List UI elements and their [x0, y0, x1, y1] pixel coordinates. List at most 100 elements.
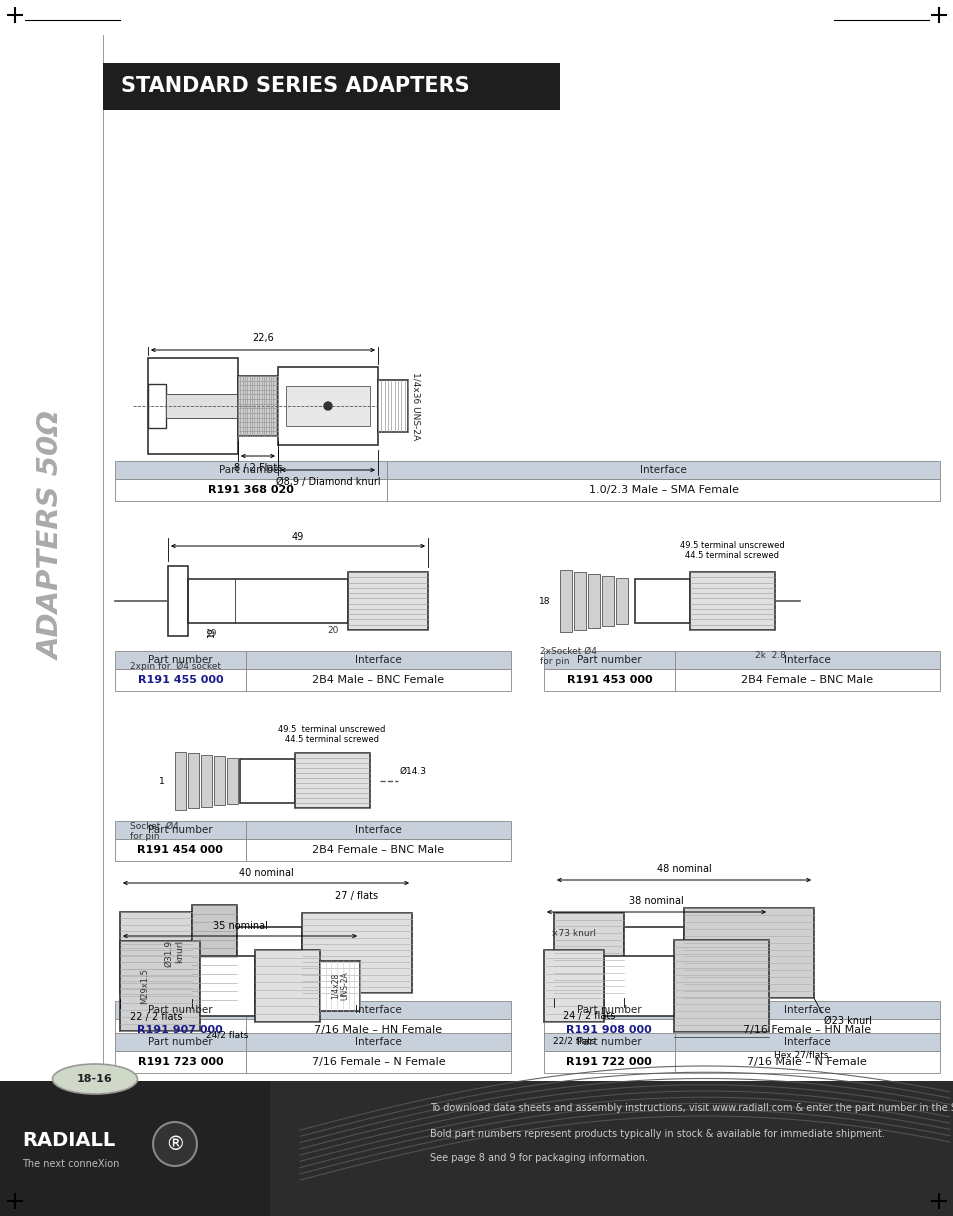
- Bar: [587, 574, 599, 627]
- Bar: [120, 941, 200, 1031]
- Bar: [246, 669, 511, 691]
- Bar: [168, 565, 188, 636]
- Bar: [148, 384, 166, 428]
- Bar: [623, 927, 683, 979]
- Text: R191 453 000: R191 453 000: [566, 675, 652, 685]
- Text: 24/2 flats: 24/2 flats: [206, 1031, 249, 1040]
- Bar: [115, 1051, 246, 1073]
- Bar: [387, 479, 939, 501]
- Text: 18-16: 18-16: [77, 1074, 112, 1083]
- Bar: [246, 821, 511, 839]
- Bar: [246, 839, 511, 861]
- Bar: [348, 572, 428, 630]
- Text: 2xSocket Ø4
for pin: 2xSocket Ø4 for pin: [540, 647, 597, 666]
- Circle shape: [324, 402, 332, 410]
- Bar: [115, 669, 246, 691]
- Text: Part number: Part number: [148, 1037, 213, 1047]
- Bar: [674, 1051, 939, 1073]
- Bar: [115, 479, 387, 501]
- Bar: [148, 358, 237, 454]
- Text: Part number: Part number: [148, 824, 213, 835]
- Text: Interface: Interface: [783, 1037, 830, 1047]
- Text: Interface: Interface: [783, 1004, 830, 1015]
- Bar: [674, 1019, 939, 1041]
- Polygon shape: [0, 1081, 270, 1216]
- Bar: [543, 1051, 674, 1073]
- Bar: [601, 576, 614, 626]
- Text: 7/16 Female – HN Male: 7/16 Female – HN Male: [742, 1025, 870, 1035]
- Bar: [277, 367, 377, 445]
- Text: 48 nominal: 48 nominal: [656, 865, 711, 874]
- Text: 49.5 terminal unscrewed: 49.5 terminal unscrewed: [679, 541, 784, 550]
- Text: 7/16 Male – N Female: 7/16 Male – N Female: [747, 1057, 866, 1066]
- Bar: [559, 570, 572, 632]
- Bar: [319, 961, 359, 1010]
- Text: 38 nominal: 38 nominal: [628, 896, 683, 906]
- Bar: [236, 927, 302, 979]
- Text: Part number: Part number: [577, 1004, 641, 1015]
- Bar: [674, 1001, 939, 1019]
- Text: 2k  2.8: 2k 2.8: [755, 652, 785, 660]
- Bar: [246, 1051, 511, 1073]
- Bar: [227, 758, 237, 804]
- Bar: [674, 651, 939, 669]
- Text: 1: 1: [159, 777, 165, 786]
- Bar: [115, 651, 246, 669]
- Text: 7/16 Male – HN Female: 7/16 Male – HN Female: [314, 1025, 442, 1035]
- Text: Interface: Interface: [783, 655, 830, 665]
- Bar: [286, 385, 370, 426]
- Bar: [166, 394, 237, 418]
- Bar: [246, 651, 511, 669]
- Text: Interface: Interface: [355, 1037, 401, 1047]
- Bar: [543, 950, 603, 1021]
- Text: Ø31.9
knurl: Ø31.9 knurl: [165, 940, 184, 967]
- Text: Interface: Interface: [355, 824, 401, 835]
- Text: 40 nominal: 40 nominal: [238, 868, 294, 878]
- Text: 49: 49: [292, 533, 304, 542]
- Text: 24 / 2 flats: 24 / 2 flats: [562, 1010, 615, 1021]
- Text: Socket  Ø4
for pin: Socket Ø4 for pin: [130, 822, 178, 841]
- Text: 19: 19: [206, 629, 217, 638]
- Text: 22 / 2 flats: 22 / 2 flats: [130, 1012, 182, 1021]
- Text: 2B4 Female – BNC Male: 2B4 Female – BNC Male: [740, 675, 873, 685]
- Text: R191 455 000: R191 455 000: [137, 675, 223, 685]
- Text: R191 454 000: R191 454 000: [137, 845, 223, 855]
- Bar: [254, 950, 319, 1021]
- Text: Part number: Part number: [577, 655, 641, 665]
- Text: To download data sheets and assembly instructions, visit www.radiall.com & enter: To download data sheets and assembly ins…: [430, 1103, 953, 1113]
- Text: Part number: Part number: [148, 1004, 213, 1015]
- Bar: [246, 1001, 511, 1019]
- Text: 44.5 terminal screwed: 44.5 terminal screwed: [285, 734, 378, 744]
- Ellipse shape: [52, 1064, 137, 1094]
- Text: Interface: Interface: [639, 465, 686, 475]
- Text: R191 722 000: R191 722 000: [566, 1057, 652, 1066]
- Text: ×73 knurl: ×73 knurl: [551, 929, 596, 938]
- Bar: [683, 908, 813, 998]
- Bar: [115, 839, 246, 861]
- Text: ®: ®: [165, 1135, 185, 1154]
- Text: 7/16 Female – N Female: 7/16 Female – N Female: [312, 1057, 445, 1066]
- Text: See page 8 and 9 for packaging information.: See page 8 and 9 for packaging informati…: [430, 1153, 647, 1162]
- Bar: [294, 753, 370, 807]
- Text: Part number: Part number: [148, 655, 213, 665]
- Bar: [543, 1019, 674, 1041]
- Text: Ø23 knurl: Ø23 knurl: [823, 1017, 871, 1026]
- Text: 22/2 flats: 22/2 flats: [552, 1036, 595, 1045]
- Text: 27 / flats: 27 / flats: [335, 891, 378, 901]
- Bar: [543, 1034, 674, 1051]
- Bar: [213, 756, 225, 805]
- Bar: [246, 1019, 511, 1041]
- Bar: [103, 63, 559, 109]
- Bar: [543, 669, 674, 691]
- Bar: [115, 821, 246, 839]
- Text: Ø14.3: Ø14.3: [399, 766, 427, 776]
- Bar: [192, 905, 236, 1000]
- Text: Ø8,9 / Diamond knurl: Ø8,9 / Diamond knurl: [275, 477, 380, 486]
- Bar: [574, 572, 585, 630]
- Text: 1/4x28
UNS-2A: 1/4x28 UNS-2A: [330, 972, 350, 1001]
- Text: Interface: Interface: [355, 1004, 401, 1015]
- Text: RADIALL: RADIALL: [22, 1132, 115, 1150]
- Text: 2B4 Female – BNC Male: 2B4 Female – BNC Male: [312, 845, 444, 855]
- Bar: [115, 461, 387, 479]
- Text: 1.0/2.3 Male – SMA Female: 1.0/2.3 Male – SMA Female: [588, 485, 738, 495]
